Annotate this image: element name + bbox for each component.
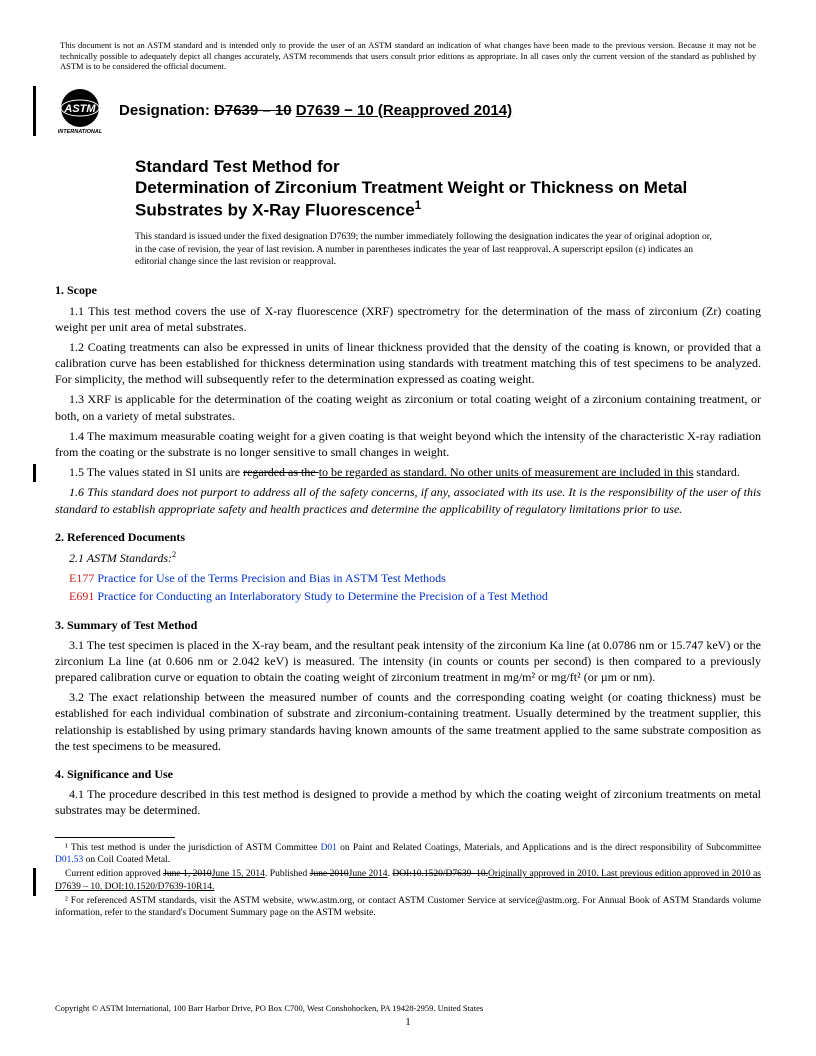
para-4-1: 4.1 The procedure described in this test…: [55, 786, 761, 818]
footnote-2: Current edition approved June 1, 2010Jun…: [55, 868, 761, 893]
para-2-1-sup: 2: [172, 550, 176, 559]
f2-pre: Current edition approved: [65, 869, 163, 879]
para-1-5-pre: 1.5 The values stated in SI units are: [69, 465, 243, 479]
f1-pre: ¹ This test method is under the jurisdic…: [65, 843, 321, 853]
para-1-1: 1.1 This test method covers the use of X…: [55, 303, 761, 335]
para-1-5-ul: to be regarded as standard. No other uni…: [319, 465, 694, 479]
ref-e691-title[interactable]: Practice for Conducting an Interlaborato…: [94, 589, 548, 603]
f2-u1: June 15, 2014: [212, 869, 265, 879]
f2-m1: . Published: [265, 869, 310, 879]
para-1-5-tail: standard.: [693, 465, 740, 479]
page-number: 1: [405, 1015, 411, 1030]
change-bar-icon: [33, 464, 36, 482]
title-line2: Determination of Zirconium Treatment Wei…: [135, 178, 687, 220]
f2-s2: June 2010: [310, 869, 349, 879]
ref-e177-title[interactable]: Practice for Use of the Terms Precision …: [94, 571, 446, 585]
f2-s1: June 1, 2010: [163, 869, 212, 879]
para-1-5: 1.5 The values stated in SI units are re…: [55, 464, 761, 480]
section-head-refs: 2. Referenced Documents: [55, 529, 761, 545]
change-bar-icon: [33, 86, 36, 136]
section-head-scope: 1. Scope: [55, 282, 761, 298]
astm-logo: ASTM INTERNATIONAL: [55, 86, 105, 136]
top-disclaimer: This document is not an ASTM standard an…: [55, 40, 761, 72]
ref-e177: E177 Practice for Use of the Terms Preci…: [69, 570, 761, 586]
f1-mid: on Paint and Related Coatings, Materials…: [337, 843, 761, 853]
ref-e177-code[interactable]: E177: [69, 571, 94, 585]
f2-s3: DOI:10.1520/D7639–10.: [392, 869, 488, 879]
title-footnote-sup: 1: [415, 198, 422, 212]
para-1-6: 1.6 This standard does not purport to ad…: [55, 484, 761, 516]
ref-e691-code[interactable]: E691: [69, 589, 94, 603]
para-2-1-text: 2.1 ASTM Standards:: [69, 551, 172, 565]
footnote-1: ¹ This test method is under the jurisdic…: [55, 842, 761, 867]
document-page: This document is not an ASTM standard an…: [0, 0, 816, 1056]
designation-line: Designation: D7639 – 10 D7639 − 10 (Reap…: [119, 101, 512, 121]
para-1-3: 1.3 XRF is applicable for the determinat…: [55, 391, 761, 423]
section-head-summary: 3. Summary of Test Method: [55, 617, 761, 633]
para-1-5-strike: regarded as the: [243, 465, 319, 479]
para-2-1: 2.1 ASTM Standards:2: [55, 549, 761, 566]
change-bar-icon: [33, 868, 36, 896]
standard-title: Standard Test Method for Determination o…: [135, 156, 761, 221]
f2-u2: June 2014: [349, 869, 388, 879]
issuance-note: This standard is issued under the fixed …: [135, 231, 761, 268]
svg-text:INTERNATIONAL: INTERNATIONAL: [58, 129, 103, 135]
section-head-significance: 4. Significance and Use: [55, 766, 761, 782]
title-line1: Standard Test Method for: [135, 157, 340, 176]
ref-e691: E691 Practice for Conducting an Interlab…: [69, 588, 761, 604]
f1-d01-link[interactable]: D01: [321, 843, 337, 853]
para-3-1: 3.1 The test specimen is placed in the X…: [55, 637, 761, 686]
copyright-line: Copyright © ASTM International, 100 Barr…: [55, 1003, 483, 1014]
footnote-separator: [55, 837, 175, 838]
para-1-4: 1.4 The maximum measurable coating weigh…: [55, 428, 761, 460]
designation-new: D7639 − 10 (Reapproved 2014): [296, 102, 512, 119]
designation-header: ASTM INTERNATIONAL Designation: D7639 – …: [55, 86, 761, 136]
f1-d0153-link[interactable]: D01.53: [55, 855, 83, 865]
designation-label: Designation:: [119, 102, 210, 119]
footnote-3: ² For referenced ASTM standards, visit t…: [55, 895, 761, 920]
para-3-2: 3.2 The exact relationship between the m…: [55, 689, 761, 754]
svg-text:ASTM: ASTM: [63, 103, 96, 115]
designation-old: D7639 – 10: [214, 102, 292, 119]
para-1-2: 1.2 Coating treatments can also be expre…: [55, 339, 761, 388]
f1-post: on Coil Coated Metal.: [83, 855, 170, 865]
